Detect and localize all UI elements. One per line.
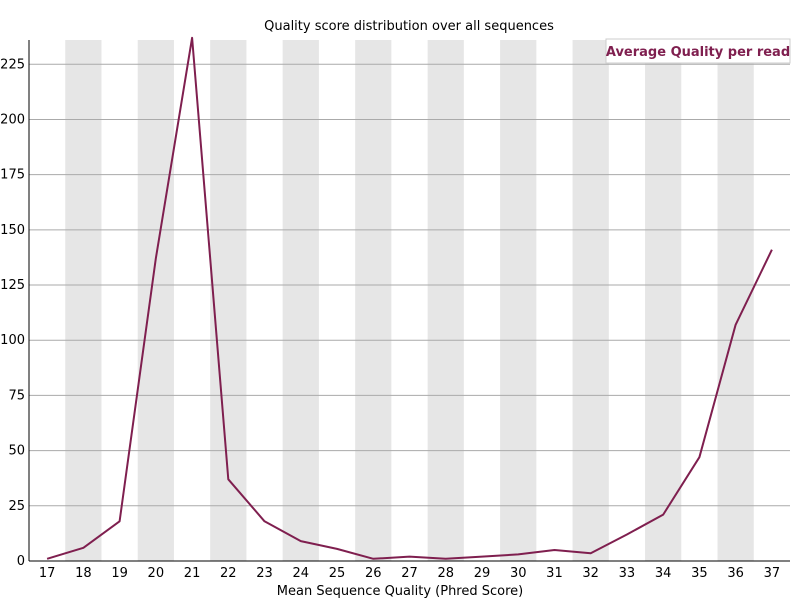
band-22 [210, 40, 247, 561]
y-tick-label: 175 [0, 168, 25, 183]
x-tick-label: 24 [293, 566, 310, 581]
x-tick-label: 21 [184, 566, 201, 581]
x-tick-label: 26 [365, 566, 382, 581]
band-18 [65, 40, 102, 561]
x-axis-title: Mean Sequence Quality (Phred Score) [277, 584, 523, 599]
chart-title: Quality score distribution over all sequ… [264, 19, 554, 34]
y-axis-ticks: 0 25 50 75 100 125 150 175 200 225 [0, 57, 25, 569]
series-line-0 [46, 36, 773, 560]
band-34 [645, 40, 682, 561]
axes [28, 40, 790, 562]
y-tick-label: 200 [0, 112, 25, 127]
x-tick-label: 34 [655, 566, 672, 581]
band-26 [355, 40, 392, 561]
x-tick-label: 20 [148, 566, 165, 581]
background-bands [65, 40, 754, 561]
legend: Average Quality per read [605, 38, 791, 64]
x-tick-label: 17 [39, 566, 56, 581]
x-tick-label: 25 [329, 566, 346, 581]
x-tick-label: 28 [437, 566, 454, 581]
legend-box [605, 38, 791, 64]
y-tick-label: 50 [8, 444, 25, 459]
y-tick-label: 125 [0, 278, 25, 293]
x-tick-label: 35 [691, 566, 708, 581]
x-tick-label: 33 [619, 566, 636, 581]
x-tick-label: 27 [401, 566, 418, 581]
y-tick-label: 0 [17, 554, 25, 569]
y-tick-label: 100 [0, 333, 25, 348]
x-tick-label: 36 [727, 566, 744, 581]
legend-label: Average Quality per read [606, 45, 790, 60]
x-tick-label: 37 [764, 566, 781, 581]
x-tick-label: 23 [256, 566, 273, 581]
x-axis-ticks: 17 18 19 20 21 22 23 24 25 26 27 28 29 30 31 32 33 34 35 36… [39, 566, 780, 581]
band-24 [282, 40, 319, 561]
y-tick-label: 150 [0, 223, 25, 238]
y-tick-label: 25 [8, 499, 25, 514]
x-tick-label: 18 [75, 566, 92, 581]
band-28 [427, 40, 464, 561]
x-tick-label: 19 [111, 566, 128, 581]
x-tick-label: 29 [474, 566, 491, 581]
band-20 [137, 40, 174, 561]
y-tick-label: 225 [0, 57, 25, 72]
x-tick-label: 30 [510, 566, 527, 581]
x-tick-label: 32 [582, 566, 599, 581]
y-tick-label: 75 [8, 388, 25, 403]
band-30 [500, 40, 537, 561]
series-lines [46, 36, 773, 560]
x-tick-label: 22 [220, 566, 237, 581]
x-tick-label: 31 [546, 566, 563, 581]
horizontal-gridlines [29, 63, 790, 507]
band-32 [572, 40, 609, 561]
